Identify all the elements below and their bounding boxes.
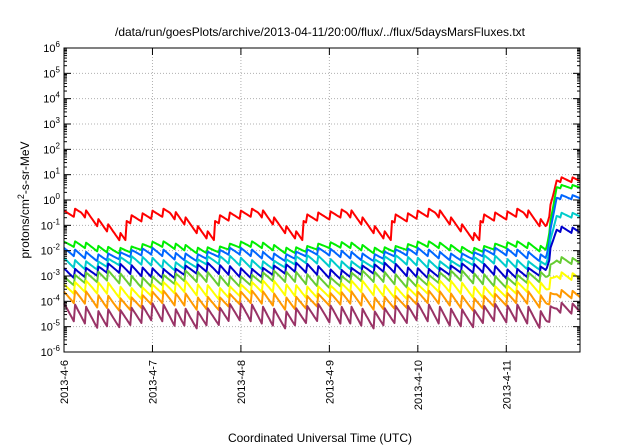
y-tick-label-base: 10 [41, 220, 53, 232]
x-axis-label: Coordinated Universal Time (UTC) [228, 431, 412, 445]
y-tick-label-base: 10 [41, 246, 53, 258]
x-axis-ticks: 2013-4-6 2013-4-7 2013-4-8 2013-4-9 2013-4-1… [59, 48, 513, 410]
y-tick-label-base: 10 [41, 296, 53, 308]
y-tick-label-base: 10 [43, 144, 55, 156]
y-tick-label-exponent: -1 [53, 217, 61, 226]
y-tick-label-base: 10 [43, 68, 55, 80]
y-tick-label: 103 [43, 116, 60, 131]
series-layer [63, 176, 581, 330]
series-line [63, 211, 581, 272]
y-tick-label: 102 [43, 141, 60, 156]
y-tick-label-exponent: 4 [56, 91, 61, 100]
y-tick-label: 100 [43, 192, 60, 207]
series-line [63, 301, 581, 330]
chart-title: /data/run/goesPlots/archive/2013-04-11/2… [115, 25, 526, 39]
series-line [63, 256, 581, 289]
y-tick-label-exponent: 6 [56, 40, 61, 49]
y-tick-label-exponent: 1 [56, 167, 61, 176]
x-tick-label: 2013-4-11 [501, 360, 513, 409]
y-tick-label-base: 10 [43, 195, 55, 207]
y-tick-label-base: 10 [41, 271, 53, 283]
x-tick-label: 2013-4-9 [324, 360, 336, 404]
y-tick-label-base: 10 [43, 170, 55, 182]
y-tick-label-exponent: 3 [56, 116, 61, 125]
y-axis-label-main: protons/cm [18, 199, 32, 258]
y-tick-label: 105 [43, 65, 60, 80]
series-line [63, 194, 581, 263]
y-tick-label-base: 10 [43, 43, 55, 55]
series-line [63, 289, 581, 312]
y-tick-label: 101 [43, 167, 60, 182]
y-tick-label: 10-6 [41, 344, 61, 359]
x-tick-label: 2013-4-7 [147, 360, 159, 404]
y-tick-label: 10-1 [41, 217, 61, 232]
y-tick-label-exponent: -6 [53, 344, 61, 353]
series-line [63, 176, 581, 242]
y-axis-label-superscript: 2 [16, 194, 26, 199]
y-tick-label-exponent: -2 [53, 243, 61, 252]
y-tick-label: 10-5 [41, 319, 61, 334]
y-tick-label-exponent: -5 [53, 319, 61, 328]
y-tick-label-exponent: 0 [56, 192, 61, 201]
y-tick-label-base: 10 [41, 322, 53, 334]
y-axis-label-tail: -s-sr-MeV [18, 141, 32, 194]
y-tick-label: 104 [43, 91, 60, 106]
y-tick-label-base: 10 [43, 94, 55, 106]
y-tick-label-exponent: 2 [56, 141, 61, 150]
y-tick-label-exponent: 5 [56, 65, 61, 74]
x-tick-label: 2013-4-8 [236, 360, 248, 404]
x-tick-label: 2013-4-6 [59, 360, 71, 404]
y-tick-label-base: 10 [41, 347, 53, 359]
series-line [63, 225, 581, 280]
y-tick-label: 10-3 [41, 268, 61, 283]
y-tick-label-exponent: -4 [53, 293, 61, 302]
y-tick-label: 106 [43, 40, 60, 55]
y-tick-label: 10-4 [41, 293, 61, 308]
y-tick-label-base: 10 [43, 119, 55, 131]
y-axis-ticks: 10-610-510-410-310-210-11001011021031041… [41, 40, 580, 359]
y-axis-label: protons/cm2-s-sr-MeV [16, 141, 32, 258]
y-tick-label: 10-2 [41, 243, 61, 258]
x-tick-label: 2013-4-10 [413, 360, 425, 410]
y-tick-label-exponent: -3 [53, 268, 61, 277]
